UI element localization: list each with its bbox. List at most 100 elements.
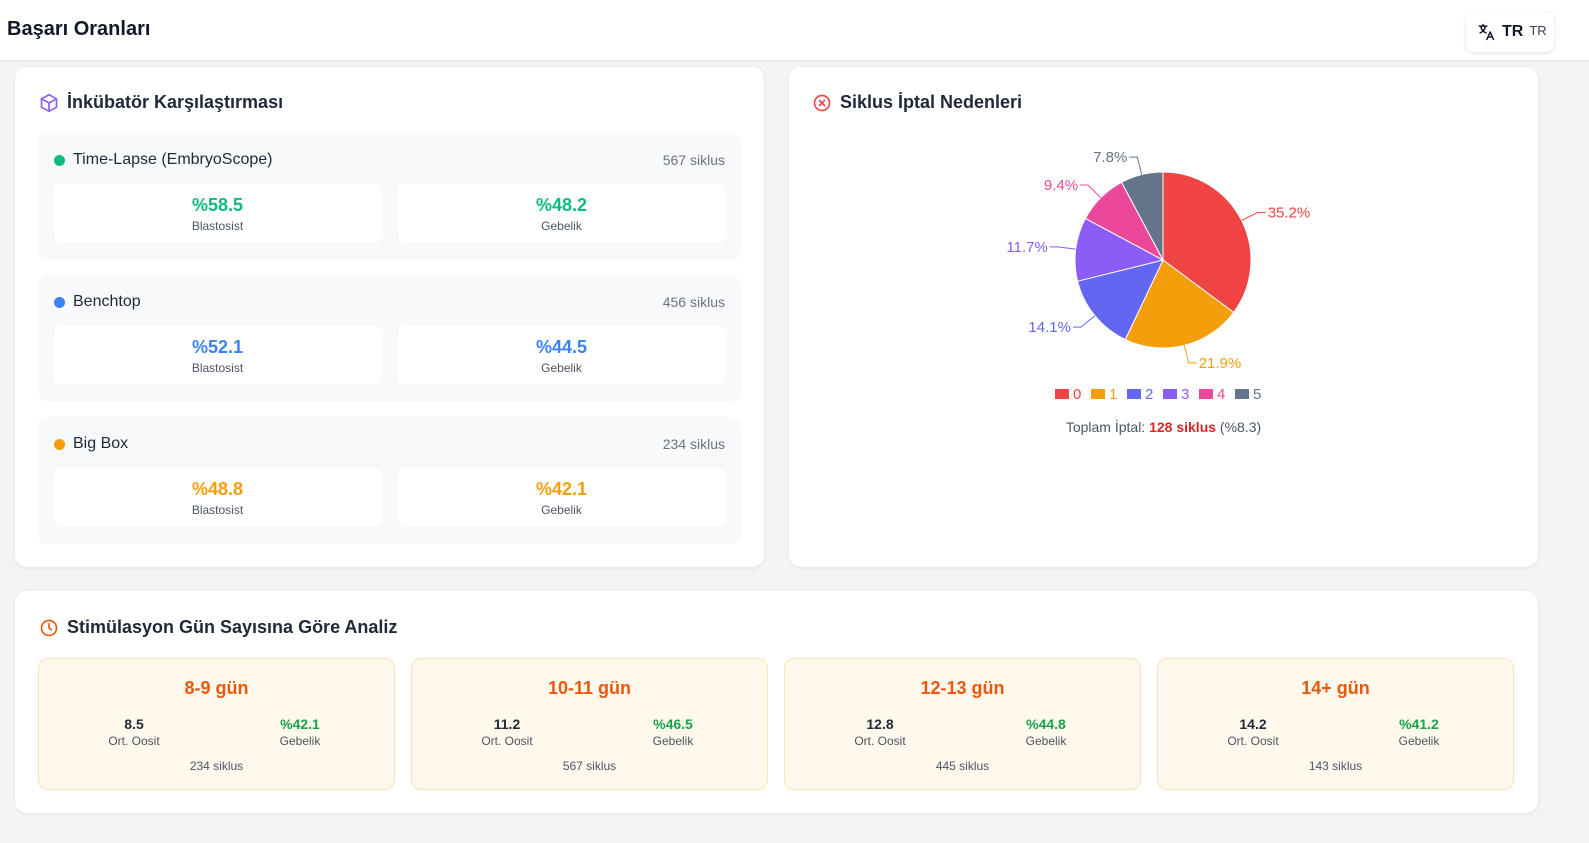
avg-oocyte-label: Ort. Oosit <box>108 734 160 748</box>
pregnancy-value: %44.5 <box>535 337 588 357</box>
status-dot <box>54 296 65 308</box>
legend-item-5[interactable]: 5 <box>1235 386 1261 403</box>
legend-label: 5 <box>1253 386 1261 403</box>
legend-swatch <box>1235 389 1249 399</box>
stimulation-range: 8-9 gün <box>184 678 249 698</box>
pie-slice-3[interactable] <box>1074 217 1165 282</box>
x-circle-icon <box>813 94 831 111</box>
blastocyst-label: Blastosist <box>191 503 244 517</box>
cancel-card-header: Siklus İptal Nedenleri <box>812 92 1022 113</box>
legend-swatch <box>1127 389 1141 399</box>
stimulation-range-card: 10-11 gün 11.2 Ort. Oosit %46.5 Gebelik … <box>411 658 768 790</box>
stimulation-range-card: 12-13 gün 12.8 Ort. Oosit %44.8 Gebelik … <box>784 658 1141 790</box>
stimulation-cycles: 143 siklus <box>1308 759 1363 773</box>
top-bar: Başarı Oranları TR TR <box>0 0 1589 60</box>
pregnancy-stat: %48.2 Gebelik <box>398 184 725 242</box>
pregnancy-stat: %44.5 Gebelik <box>398 326 725 384</box>
stimulation-cycles: 567 siklus <box>562 759 617 773</box>
pie-data-label: 14.1% <box>1028 319 1071 336</box>
stimulation-cycles: 445 siklus <box>935 759 990 773</box>
legend-item-1[interactable]: 1 <box>1091 386 1117 403</box>
incubator-name: Time-Lapse (EmbryoScope) <box>73 151 273 168</box>
legend-swatch <box>1199 389 1213 399</box>
incubator-card-header: İnkübatör Karşılaştırması <box>39 92 283 113</box>
incubator-name: Big Box <box>73 435 129 452</box>
pie-leader-line <box>1080 184 1102 199</box>
avg-oocyte-value: 12.8 <box>866 716 894 732</box>
stimulation-cycles: 234 siklus <box>189 759 244 773</box>
incubator-cycles: 234 siklus <box>662 436 725 452</box>
legend-item-3[interactable]: 3 <box>1163 386 1189 403</box>
cancel-card-title: Siklus İptal Nedenleri <box>840 92 1023 112</box>
pie-data-label: 9.4% <box>1044 177 1078 194</box>
incubator-comparison-card: İnkübatör Karşılaştırması Time-Lapse (Em… <box>15 67 764 567</box>
pie-data-label: 7.8% <box>1093 149 1127 166</box>
stimulation-card-header: Stimülasyon Gün Sayısına Göre Analiz <box>39 617 397 638</box>
stimulation-range: 14+ gün <box>1301 678 1370 698</box>
legend-label: 4 <box>1217 386 1225 403</box>
incubator-cycles: 567 siklus <box>662 152 725 168</box>
avg-oocyte-value: 8.5 <box>124 716 144 732</box>
legend-label: 2 <box>1145 386 1153 403</box>
pregnancy-label: Gebelik <box>279 734 321 748</box>
language-code: TR <box>1502 23 1524 40</box>
pie-leader-line <box>1129 156 1143 175</box>
legend-item-4[interactable]: 4 <box>1199 386 1225 403</box>
clock-icon <box>40 619 58 636</box>
legend-swatch <box>1091 389 1105 399</box>
blastocyst-stat: %48.8 Blastosist <box>54 468 381 526</box>
pie-leader-line <box>1049 246 1076 250</box>
blastocyst-label: Blastosist <box>191 219 244 233</box>
pregnancy-label: Gebelik <box>541 219 582 233</box>
total-cancel-percent: (%8.3) <box>1219 419 1262 435</box>
total-cancel-label: Toplam İptal: <box>1065 419 1146 435</box>
legend-item-2[interactable]: 2 <box>1127 386 1153 403</box>
status-dot <box>54 438 65 450</box>
pie-data-label: 35.2% <box>1268 204 1311 221</box>
pie-slice-1[interactable] <box>1124 259 1235 349</box>
pie-data-label: 21.9% <box>1199 355 1242 372</box>
pie-data-label: 11.7% <box>1006 239 1047 256</box>
pie-slice-2[interactable] <box>1076 259 1164 341</box>
stimulation-analysis-card: Stimülasyon Gün Sayısına Göre Analiz 8-9… <box>15 591 1538 813</box>
blastocyst-value: %52.1 <box>191 337 244 357</box>
legend-item-0[interactable]: 0 <box>1055 386 1081 403</box>
pregnancy-label: Gebelik <box>541 503 582 517</box>
total-cancel-summary: Toplam İptal: 128 siklus (%8.3) <box>789 419 1538 435</box>
pregnancy-value: %41.2 <box>1399 716 1439 732</box>
legend-label: 3 <box>1181 386 1189 403</box>
blastocyst-stat: %52.1 Blastosist <box>54 326 381 384</box>
stimulation-range-card: 14+ gün 14.2 Ort. Oosit %41.2 Gebelik 14… <box>1157 658 1514 790</box>
blastocyst-label: Blastosist <box>191 361 244 375</box>
pie-slice-0[interactable] <box>1162 171 1252 314</box>
cancel-reasons-pie-chart: 35.2% 21.9% 14.1% 11.7% 9.4% 7.8% 0 1 2 3 4 5 <box>1006 149 1311 403</box>
stimulation-card-title: Stimülasyon Gün Sayısına Göre Analiz <box>67 617 398 637</box>
pie-leader-line <box>1072 315 1096 328</box>
legend-swatch <box>1163 389 1177 399</box>
avg-oocyte-label: Ort. Oosit <box>481 734 533 748</box>
translate-icon <box>1478 23 1495 41</box>
stimulation-range: 12-13 gün <box>920 678 1005 698</box>
pregnancy-label: Gebelik <box>652 734 694 748</box>
pie-leader-line <box>1241 211 1266 221</box>
pregnancy-value: %46.5 <box>653 716 693 732</box>
avg-oocyte-label: Ort. Oosit <box>1227 734 1279 748</box>
legend-label: 1 <box>1109 386 1117 403</box>
stimulation-range-card: 8-9 gün 8.5 Ort. Oosit %42.1 Gebelik 234… <box>38 658 395 790</box>
blastocyst-stat: %58.5 Blastosist <box>54 184 381 242</box>
language-switcher[interactable]: TR TR <box>1466 12 1554 52</box>
pregnancy-stat: %42.1 Gebelik <box>398 468 725 526</box>
pregnancy-value: %44.8 <box>1026 716 1066 732</box>
language-code-secondary: TR <box>1529 22 1547 38</box>
incubator-card-title: İnkübatör Karşılaştırması <box>67 92 284 112</box>
avg-oocyte-label: Ort. Oosit <box>854 734 906 748</box>
pregnancy-value: %48.2 <box>535 195 588 215</box>
cancel-reasons-card: Siklus İptal Nedenleri 35.2% 21.9% 14.1% 11… <box>789 67 1538 567</box>
status-dot <box>54 154 65 166</box>
avg-oocyte-value: 14.2 <box>1239 716 1267 732</box>
incubator-group-benchtop: Benchtop 456 siklus %52.1 Blastosist %44… <box>38 275 741 402</box>
legend-swatch <box>1055 389 1069 399</box>
total-cancel-count: 128 siklus <box>1149 419 1217 435</box>
pregnancy-value: %42.1 <box>280 716 320 732</box>
blastocyst-value: %58.5 <box>191 195 244 215</box>
